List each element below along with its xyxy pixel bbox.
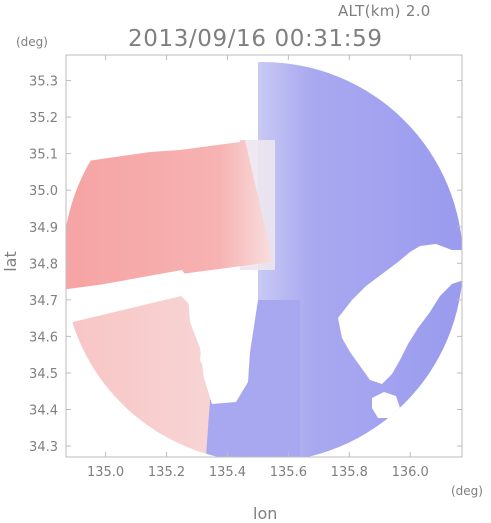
y-axis-ticks: 35.3 35.2 35.1 35.0 34.9 34.8 34.7 34.6 34.5 34.4… (29, 75, 462, 455)
x-axis-unit: (deg) (451, 484, 483, 498)
altitude-label: ALT(km) 2.0 (338, 2, 431, 20)
timestamp: 2013/09/16 00:31:59 (128, 26, 383, 52)
x-tick-label: 136.0 (392, 465, 429, 480)
y-tick-label: 34.6 (29, 330, 58, 345)
x-tick-label: 135.4 (209, 465, 246, 480)
y-tick-label: 34.5 (29, 367, 58, 382)
approaching-region-south (205, 300, 300, 457)
x-tick-label: 135.6 (270, 465, 307, 480)
echo-edge-north-west (66, 62, 240, 160)
y-tick-label: 34.4 (29, 403, 58, 418)
no-echo-gap-east (338, 244, 462, 384)
x-tick-label: 135.2 (148, 465, 185, 480)
plot-frame (65, 54, 463, 458)
y-tick-label: 34.7 (29, 294, 58, 309)
y-tick-label: 35.3 (29, 75, 58, 90)
y-tick-label: 35.0 (29, 184, 58, 199)
y-tick-label: 35.2 (29, 111, 58, 126)
no-echo-gap-center (188, 295, 250, 404)
radar-echo-field (66, 62, 462, 457)
y-axis-label: lat (0, 251, 20, 272)
x-axis-ticks: 135.0 135.2 135.4 135.6 135.8 136.0 (87, 55, 429, 480)
x-tick-label: 135.8 (331, 465, 368, 480)
y-tick-label: 34.9 (29, 221, 58, 236)
x-tick-label: 135.0 (87, 465, 124, 480)
y-tick-label: 34.3 (29, 440, 58, 455)
no-echo-gap-west (66, 270, 198, 325)
x-axis-label: lon (253, 504, 278, 523)
receding-region-north (66, 140, 272, 290)
y-tick-label: 34.8 (29, 257, 58, 272)
y-axis-unit: (deg) (16, 35, 48, 49)
no-echo-gap-southeast (372, 392, 400, 418)
y-tick-label: 35.1 (29, 148, 58, 163)
